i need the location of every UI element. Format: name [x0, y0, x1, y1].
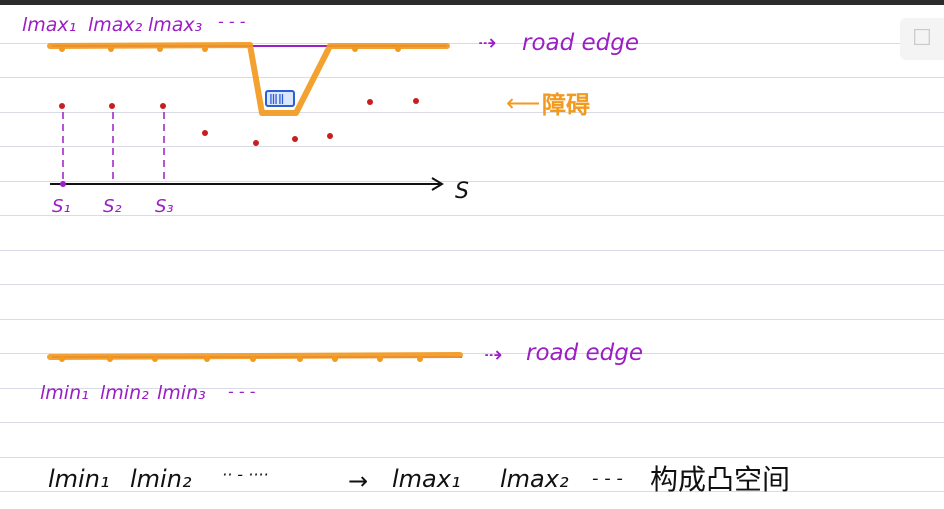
- bottom-lmax-2: lmax₂: [500, 465, 569, 493]
- s2-label: S₂: [103, 196, 122, 217]
- bottom-ellipsis-a: ·· - ····: [222, 465, 268, 484]
- ruled-line: [0, 422, 944, 423]
- ruled-line: [0, 353, 944, 354]
- ruled-line: [0, 77, 944, 78]
- bottom-connector: →: [348, 467, 368, 495]
- s3-label: S₃: [155, 196, 174, 217]
- road-edge-label-top: road edge: [522, 30, 639, 56]
- lmax-3-label: lmax₃: [148, 14, 202, 36]
- lmin-3-label: lmin₃: [157, 382, 206, 404]
- bottom-result-text: 构成凸空间: [650, 463, 790, 496]
- sample-point: [160, 103, 166, 109]
- ruled-line: [0, 388, 944, 389]
- lower-boundary-ticks: [59, 356, 423, 362]
- arrow-icon: ⇢: [484, 343, 502, 368]
- ruled-line: [0, 250, 944, 251]
- lmax-1-label: lmax₁: [22, 14, 76, 36]
- upper-boundary-ticks: [59, 46, 401, 52]
- s1-label: S₁: [52, 196, 71, 217]
- sample-point: [292, 136, 298, 142]
- ruled-line: [0, 181, 944, 182]
- lower-boundary-highlight: [47, 352, 463, 360]
- obstacle-box: [265, 90, 295, 107]
- arrow-icon: ⇢: [478, 31, 496, 56]
- bottom-lmax-1: lmax₁: [392, 465, 461, 493]
- lmax-labels-group: lmax₁ lmax₂ lmax₃ - - -: [22, 12, 246, 36]
- bottom-lmin-1: lmin₁: [48, 465, 110, 493]
- s-axis-arrowhead: [431, 177, 444, 191]
- lmax-ellipsis: - - -: [218, 12, 246, 31]
- sample-point: [253, 140, 259, 146]
- lmin-ellipsis: - - -: [228, 382, 256, 401]
- notebook-page: [0, 5, 944, 509]
- lmin-2-label: lmin₂: [100, 382, 149, 404]
- ruled-line: [0, 457, 944, 458]
- sample-dropdown-lines: [62, 112, 165, 182]
- sample-point: [59, 103, 65, 109]
- top-window-bar: [0, 0, 944, 5]
- obstacle-note: 障碍: [542, 91, 590, 119]
- ruled-line: [0, 491, 944, 492]
- s1-marker: [60, 181, 66, 187]
- arrow-left-icon: ⟵: [506, 89, 540, 117]
- ruled-line: [0, 319, 944, 320]
- sample-point: [413, 98, 419, 104]
- sample-points: [59, 98, 419, 146]
- obstacle-label: ⅢⅡ: [269, 93, 284, 108]
- sample-point: [367, 99, 373, 105]
- ruled-line: [0, 146, 944, 147]
- ruled-line: [0, 112, 944, 113]
- lmin-1-label: lmin₁: [40, 382, 89, 404]
- road-edge-label-bottom: road edge: [526, 340, 643, 366]
- sample-point: [327, 133, 333, 139]
- ruled-line: [0, 284, 944, 285]
- s-axis-label: S: [455, 179, 469, 204]
- app-logo-icon: ☐: [900, 18, 944, 60]
- ruled-line: [0, 43, 944, 44]
- sample-point: [109, 103, 115, 109]
- bottom-lmin-2: lmin₂: [130, 465, 192, 493]
- bottom-ellipsis-b: - - -: [592, 468, 623, 489]
- lmax-2-label: lmax₂: [88, 14, 143, 36]
- sample-point: [202, 130, 208, 136]
- ruled-line: [0, 215, 944, 216]
- upper-boundary-highlight: [47, 42, 450, 116]
